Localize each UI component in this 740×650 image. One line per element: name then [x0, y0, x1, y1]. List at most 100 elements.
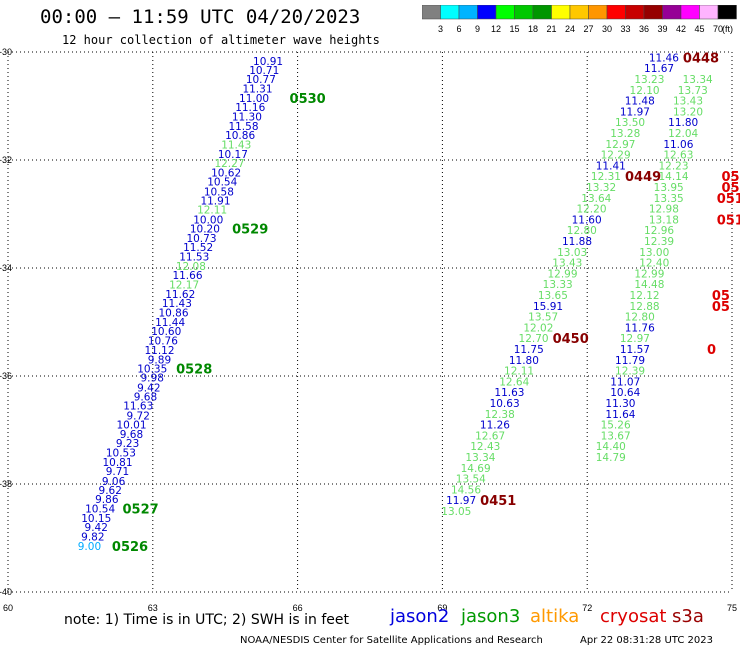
swh-label: 13.34 — [465, 452, 495, 464]
swh-label: 12.39 — [644, 236, 674, 248]
swh-label: 12.97 — [620, 333, 650, 345]
swh-label: 11.46 — [649, 52, 679, 64]
swh-label: 10.73 — [186, 233, 216, 245]
x-tick-label: 72 — [582, 603, 592, 613]
colorbar-tick-label: 27 — [583, 24, 593, 34]
swh-label: 11.41 — [596, 160, 626, 172]
swh-label: 11.60 — [572, 214, 602, 226]
swh-label: 10.60 — [151, 326, 181, 338]
swh-label: 12.99 — [547, 268, 577, 280]
swh-label: 9.72 — [127, 410, 150, 422]
swh-label: 12.11 — [197, 205, 227, 217]
colorbar-tick-label: 70 — [713, 24, 723, 34]
swh-label: 9.06 — [102, 476, 126, 488]
swh-label: 13.32 — [586, 182, 616, 194]
colorbar-tick-label: 42 — [676, 24, 686, 34]
swh-label: 14.48 — [634, 279, 664, 291]
swh-label: 11.88 — [562, 236, 592, 248]
y-tick-label: -40 — [0, 587, 12, 597]
swh-label: 12.98 — [649, 204, 679, 216]
swh-label: 9.68 — [134, 392, 157, 404]
swh-label: 11.16 — [235, 102, 265, 114]
swh-label: 11.80 — [668, 117, 698, 129]
swh-label: 11.30 — [605, 398, 635, 410]
legend-altika: altika — [530, 606, 580, 627]
chart-title: 00:00 — 11:59 UTC 04/20/2023 — [40, 6, 361, 28]
swh-label: 13.05 — [441, 506, 471, 518]
footer-date: Apr 22 08:31:28 UTC 2023 — [580, 635, 713, 646]
colorbar-tick-label: 33 — [620, 24, 630, 34]
swh-label: 11.75 — [514, 344, 544, 356]
swh-label: 11.30 — [232, 111, 262, 123]
swh-label: 12.10 — [630, 85, 660, 97]
time-label: 0528 — [176, 362, 212, 377]
swh-label: 12.08 — [176, 261, 206, 273]
colorbar-tick-label: 21 — [546, 24, 556, 34]
swh-label: 12.67 — [475, 430, 505, 442]
swh-label: 12.70 — [519, 333, 549, 345]
swh-label: 9.42 — [137, 382, 160, 394]
time-label: 051 — [717, 213, 740, 228]
swh-label: 13.18 — [649, 214, 679, 226]
swh-label: 9.71 — [106, 466, 129, 478]
swh-label: 12.80 — [567, 225, 597, 237]
swh-label: 9.86 — [95, 494, 119, 506]
swh-label: 10.91 — [253, 56, 283, 68]
swh-label: 13.73 — [678, 85, 708, 97]
swh-label: 10.58 — [204, 186, 234, 198]
swh-label: 11.80 — [509, 355, 539, 367]
swh-label: 12.43 — [470, 441, 500, 453]
x-tick-label: 63 — [148, 603, 158, 613]
x-tick-label: 75 — [727, 603, 737, 613]
swh-label: 9.82 — [81, 531, 104, 543]
time-label: 0530 — [290, 92, 326, 107]
colorbar-swatch — [717, 5, 737, 20]
swh-label: 10.00 — [193, 214, 223, 226]
swh-label: 12.27 — [214, 158, 244, 170]
swh-label: 12.11 — [504, 366, 534, 378]
y-tick-label: -36 — [0, 371, 12, 381]
swh-label: 12.23 — [658, 160, 688, 172]
legend-jason3: jason3 — [461, 606, 521, 627]
y-tick-label: -38 — [0, 479, 12, 489]
swh-label: 9.98 — [141, 373, 164, 385]
swh-label: 11.97 — [620, 106, 650, 118]
swh-label: 10.62 — [211, 167, 241, 179]
swh-label: 10.64 — [610, 387, 640, 399]
swh-label: 13.54 — [456, 474, 486, 486]
swh-label: 9.62 — [99, 485, 122, 497]
swh-label: 10.01 — [116, 420, 146, 432]
swh-label: 15.26 — [601, 420, 631, 432]
swh-label: 11.58 — [228, 121, 258, 133]
swh-label: 11.62 — [165, 289, 195, 301]
swh-label: 11.06 — [663, 139, 693, 151]
swh-label: 11.67 — [644, 63, 674, 75]
time-label: 05 — [712, 300, 730, 315]
swh-label: 12.29 — [601, 150, 631, 162]
swh-label: 10.20 — [190, 224, 220, 236]
swh-label: 13.00 — [639, 247, 669, 259]
time-label: 0526 — [112, 540, 148, 555]
swh-label: 12.40 — [639, 258, 669, 270]
swh-label: 12.20 — [576, 204, 606, 216]
swh-label: 11.52 — [183, 242, 213, 254]
colorbar-tick-label: 9 — [475, 24, 480, 34]
swh-label: 12.38 — [485, 409, 515, 421]
swh-label: 15.91 — [533, 301, 563, 313]
swh-label: 11.66 — [172, 270, 202, 282]
swh-label: 12.64 — [499, 376, 529, 388]
swh-label: 11.57 — [620, 344, 650, 356]
swh-label: 10.81 — [102, 457, 132, 469]
swh-label: 12.12 — [630, 290, 660, 302]
time-label: 0448 — [683, 51, 719, 66]
swh-label: 9.42 — [85, 522, 108, 534]
swh-label: 12.96 — [644, 225, 674, 237]
swh-label: 13.95 — [654, 182, 684, 194]
time-label: 0512 — [722, 170, 740, 185]
colorbar-tick-label: 24 — [565, 24, 575, 34]
footer-credit: NOAA/NESDIS Center for Satellite Applica… — [240, 635, 543, 646]
colorbar-tick-label: 18 — [528, 24, 538, 34]
swh-label: 11.53 — [179, 252, 209, 264]
swh-label: 10.63 — [490, 398, 520, 410]
